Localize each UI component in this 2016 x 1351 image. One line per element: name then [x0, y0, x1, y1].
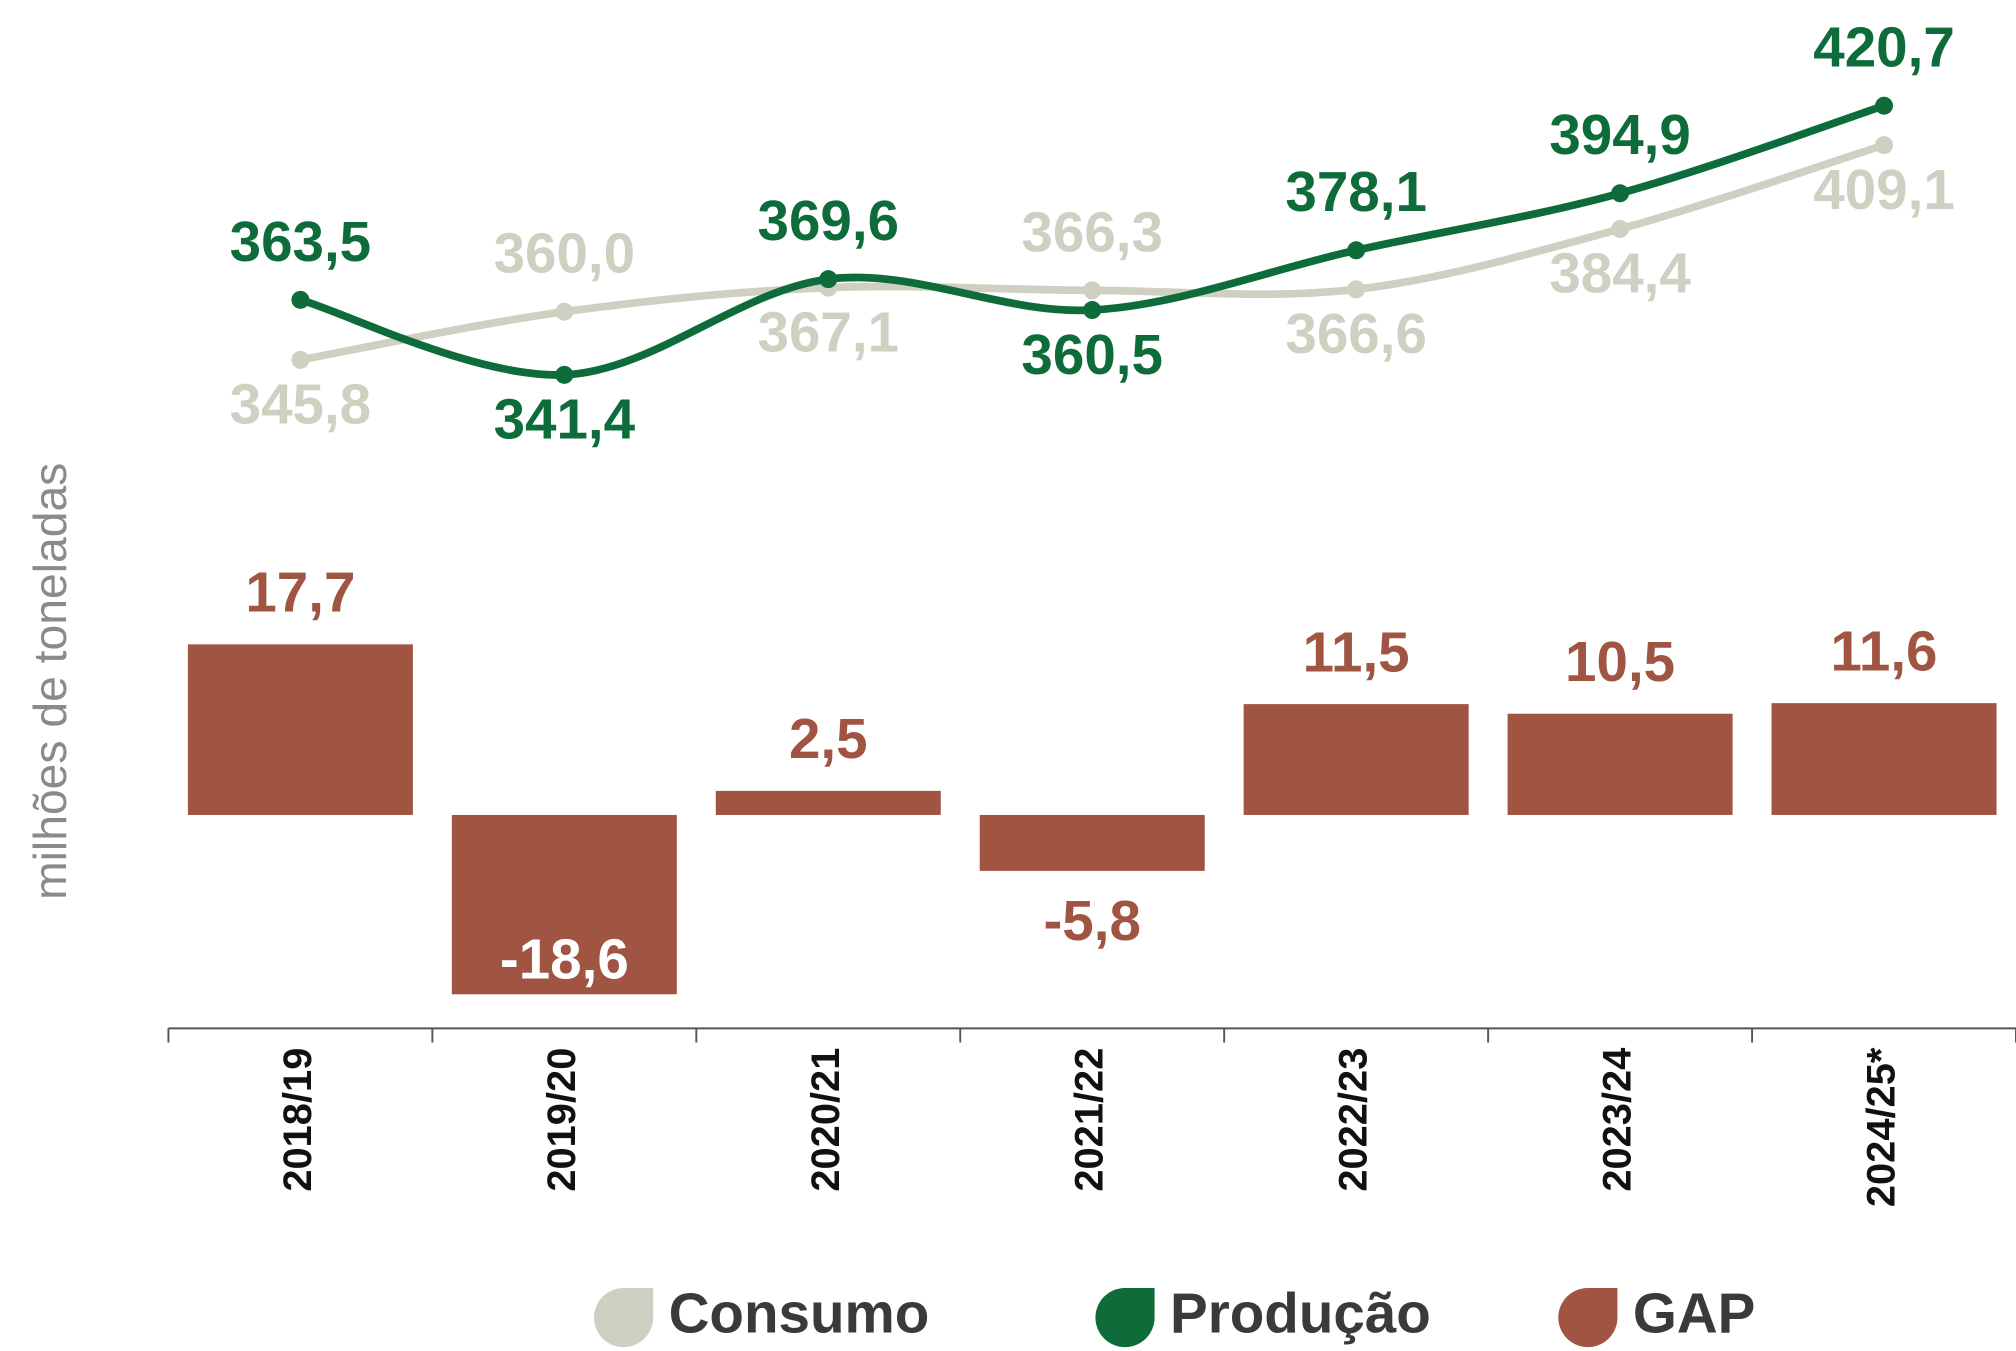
x-tick-label: 2023/24	[1596, 1048, 1640, 1192]
line-value-label: 420,7	[1813, 16, 1955, 79]
bar	[1507, 713, 1733, 815]
line-point	[1875, 96, 1894, 115]
bar-value-label: 11,5	[1303, 620, 1410, 683]
x-tick-label: 2022/23	[1332, 1048, 1376, 1192]
legend-swatch	[1558, 1288, 1618, 1348]
line-point	[819, 270, 838, 289]
line-value-label: 369,6	[758, 189, 900, 252]
y-axis-label: milhões de toneladas	[24, 463, 76, 900]
line-point	[1611, 219, 1630, 238]
line-point	[1083, 301, 1102, 320]
line-value-label: 341,4	[494, 388, 636, 451]
line-point	[291, 350, 310, 369]
bar	[187, 644, 413, 815]
bar-value-label: -18,6	[500, 927, 629, 990]
line-point	[1083, 281, 1102, 300]
legend-label: Consumo	[669, 1282, 930, 1345]
legend-swatch	[1095, 1288, 1155, 1348]
line-point	[291, 290, 310, 309]
line-point	[1347, 280, 1366, 299]
x-tick-label: 2018/19	[276, 1048, 320, 1192]
line-point	[1875, 136, 1894, 155]
bar	[979, 814, 1205, 871]
line-value-label: 384,4	[1549, 242, 1691, 305]
line-value-label: 366,3	[1021, 200, 1163, 263]
line-value-label: 366,6	[1285, 302, 1427, 365]
legend-swatch	[594, 1288, 654, 1348]
legend-label: Produção	[1170, 1282, 1431, 1345]
line-value-label: 394,9	[1549, 103, 1691, 166]
line-point	[555, 302, 574, 321]
line-point	[555, 365, 574, 384]
bar	[1771, 703, 1997, 815]
bar-value-label: 11,6	[1831, 620, 1938, 683]
line-value-label: 378,1	[1285, 160, 1427, 223]
line-point	[1347, 241, 1366, 260]
bar-value-label: 2,5	[789, 707, 868, 770]
x-tick-label: 2019/20	[540, 1048, 584, 1192]
bar-value-label: 10,5	[1565, 630, 1675, 693]
bar	[451, 814, 677, 995]
bar-value-label: 17,7	[245, 561, 355, 624]
legend-label: GAP	[1633, 1282, 1756, 1345]
x-tick-label: 2020/21	[804, 1048, 848, 1192]
line-point	[1611, 184, 1630, 203]
line-value-label: 345,8	[230, 373, 372, 436]
bar	[715, 790, 941, 815]
line-value-label: 409,1	[1813, 158, 1955, 221]
line-value-label: 367,1	[758, 300, 900, 363]
line-value-label: 360,5	[1021, 323, 1163, 386]
line-value-label: 363,5	[230, 210, 372, 273]
bar	[1243, 704, 1469, 815]
bar-value-label: -5,8	[1043, 889, 1140, 952]
x-tick-label: 2021/22	[1068, 1048, 1112, 1192]
x-tick-label: 2024/25*	[1860, 1047, 1904, 1207]
line-value-label: 360,0	[494, 222, 636, 285]
